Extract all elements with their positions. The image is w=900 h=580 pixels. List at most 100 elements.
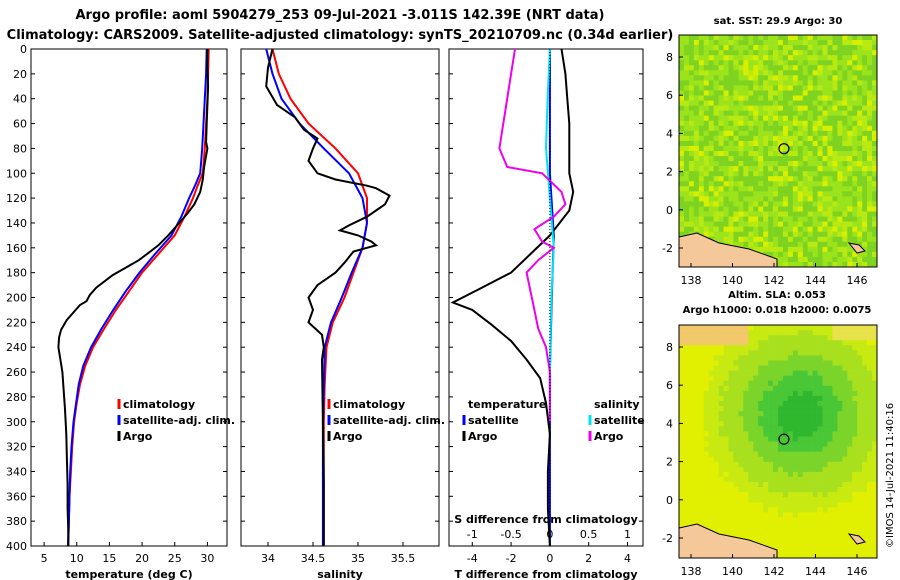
map-cell bbox=[688, 55, 695, 61]
map-cell bbox=[867, 456, 873, 463]
map-cell bbox=[679, 375, 685, 382]
map-cell bbox=[832, 451, 838, 457]
map-cell bbox=[748, 201, 754, 207]
map-cell bbox=[708, 90, 714, 96]
map-cell bbox=[679, 110, 685, 116]
map-cell bbox=[867, 446, 873, 452]
map-cell bbox=[842, 350, 848, 356]
map-cell bbox=[713, 221, 719, 227]
map-cell bbox=[698, 497, 705, 503]
map-cell bbox=[827, 335, 833, 341]
map-cell bbox=[753, 345, 759, 351]
map-cell bbox=[852, 75, 858, 81]
map-cell bbox=[842, 151, 848, 157]
map-cell bbox=[827, 216, 833, 222]
map-cell bbox=[867, 176, 873, 182]
top-tick-label: 0 bbox=[546, 528, 553, 541]
map-cell bbox=[728, 436, 734, 442]
map-cell bbox=[708, 355, 714, 361]
map-cell bbox=[822, 65, 828, 71]
map-cell bbox=[763, 390, 769, 397]
map-cell bbox=[733, 236, 739, 243]
map-cell bbox=[812, 70, 818, 76]
map-cell bbox=[797, 95, 804, 101]
map-cell bbox=[758, 395, 764, 402]
map-cell bbox=[748, 431, 754, 437]
map-cell bbox=[733, 330, 739, 336]
map-cell bbox=[679, 191, 685, 197]
map-cell bbox=[768, 502, 774, 508]
map-cell bbox=[817, 135, 823, 142]
map-cell bbox=[728, 527, 734, 533]
argo-location-marker bbox=[778, 433, 790, 445]
map-cell bbox=[758, 145, 764, 152]
map-cell bbox=[797, 345, 804, 351]
map-cell bbox=[807, 50, 813, 56]
map-cell bbox=[778, 492, 784, 498]
map-cell bbox=[837, 231, 843, 238]
map-cell bbox=[862, 421, 868, 427]
map-cell bbox=[792, 436, 799, 442]
map-cell bbox=[778, 365, 784, 371]
map-cell bbox=[802, 360, 808, 366]
map-cell bbox=[847, 201, 853, 207]
map-cell bbox=[787, 186, 794, 192]
map-cell bbox=[728, 461, 734, 468]
map-cell bbox=[792, 411, 799, 417]
map-cell bbox=[688, 135, 695, 142]
map-cell bbox=[723, 181, 729, 187]
map-cell bbox=[802, 156, 808, 162]
map-cell bbox=[822, 70, 828, 76]
map-cell bbox=[827, 105, 833, 111]
map-cell bbox=[872, 522, 878, 528]
map-cell bbox=[802, 201, 808, 207]
map-cell bbox=[867, 120, 873, 127]
map-cell bbox=[872, 125, 878, 132]
map-cell bbox=[738, 416, 744, 422]
map-cell bbox=[862, 100, 868, 106]
series-line-satellite-adj-clim- bbox=[265, 48, 369, 546]
map-cell bbox=[852, 55, 858, 61]
map-cell bbox=[753, 380, 759, 387]
map-cell bbox=[832, 345, 838, 351]
map-cell bbox=[708, 35, 714, 41]
map-cell bbox=[872, 350, 878, 356]
map-cell bbox=[872, 140, 878, 147]
map-cell bbox=[738, 211, 744, 217]
map-cell bbox=[758, 355, 764, 361]
map-cell bbox=[733, 395, 739, 402]
map-cell bbox=[862, 492, 868, 498]
map-cell bbox=[778, 527, 784, 533]
map-cell bbox=[822, 125, 828, 132]
map-cell bbox=[792, 135, 799, 142]
map-cell bbox=[683, 211, 690, 217]
map-cell bbox=[738, 151, 744, 157]
map-cell bbox=[792, 120, 799, 127]
map-cell bbox=[787, 492, 794, 498]
map-cell bbox=[842, 456, 848, 463]
map-cell bbox=[782, 411, 789, 417]
map-cell bbox=[827, 201, 833, 207]
map-cell bbox=[723, 105, 729, 111]
map-cell bbox=[872, 532, 878, 539]
map-cell bbox=[733, 50, 739, 56]
map-cell bbox=[728, 456, 734, 463]
map-cell bbox=[867, 482, 873, 488]
map-cell bbox=[797, 492, 804, 498]
map-cell bbox=[708, 140, 714, 147]
map-cell bbox=[683, 55, 690, 61]
map-cell bbox=[812, 226, 818, 232]
map-cell bbox=[693, 140, 700, 147]
map-cell bbox=[758, 360, 764, 366]
map-cell bbox=[787, 216, 794, 222]
map-cell bbox=[812, 466, 818, 473]
map-cell bbox=[778, 355, 784, 361]
map-cell bbox=[778, 95, 784, 101]
map-cell bbox=[743, 186, 749, 192]
map-cell bbox=[723, 350, 729, 356]
map-cell bbox=[802, 416, 808, 422]
map-cell bbox=[797, 176, 804, 182]
map-cell bbox=[708, 400, 714, 407]
map-cell bbox=[778, 360, 784, 366]
map-cell bbox=[683, 80, 690, 86]
